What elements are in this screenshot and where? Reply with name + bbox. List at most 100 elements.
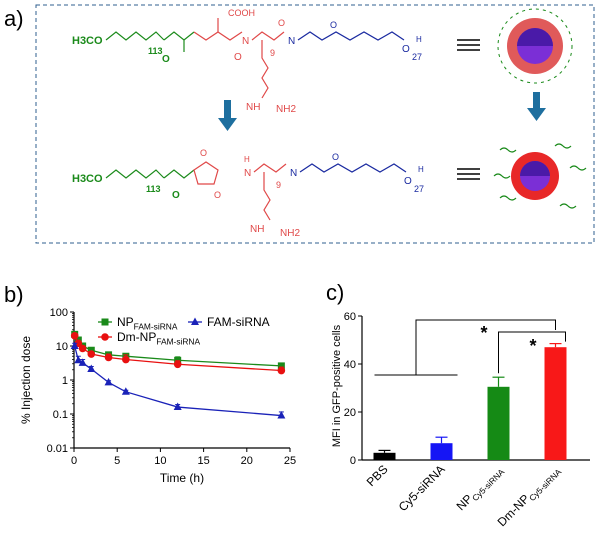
- x-tick-label: 5: [114, 455, 120, 467]
- y-tick-label: 60: [344, 311, 356, 323]
- svg-text:O: O: [214, 190, 221, 200]
- equivalence-sign-top: [457, 39, 480, 51]
- top-peg-chain: [105, 31, 165, 41]
- data-point: [70, 341, 79, 349]
- svg-text:O: O: [278, 18, 285, 28]
- series-fam-sirna: [70, 341, 286, 419]
- svg-text:N: N: [244, 168, 251, 179]
- svg-text:H: H: [244, 155, 250, 164]
- nanoparticle-top-illustration: [497, 8, 573, 84]
- top-ester-link: [163, 31, 195, 41]
- svg-text:N: N: [290, 168, 297, 179]
- bar-pbs: PBS: [364, 449, 396, 489]
- legend-entry: NPFAM-siRNA: [98, 315, 178, 331]
- x-tick-label: 10: [154, 455, 166, 467]
- svg-text:H: H: [418, 165, 424, 174]
- nanoparticle-bottom-illustration: [493, 143, 587, 209]
- category-label: Cy5-siRNA: [396, 462, 448, 514]
- data-point: [101, 318, 109, 326]
- y-tick-label: 40: [344, 359, 356, 371]
- data-point: [78, 358, 87, 366]
- y-tick-label: 0.01: [47, 443, 68, 455]
- top-pcl-repeat: 27: [412, 52, 422, 62]
- data-point: [191, 317, 199, 325]
- svg-text:O: O: [162, 54, 170, 65]
- top-peg-start: H3CO: [72, 35, 103, 47]
- category-label: NPCy5-siRNA: [454, 462, 507, 515]
- data-point: [277, 411, 286, 419]
- bracket-line: [498, 331, 566, 374]
- circulation-chart: 0.01 0.1 1 10 100 0 5 10 15 20 25 Time (h) % Injecti…: [19, 307, 296, 485]
- x-tick-label: 25: [284, 455, 296, 467]
- y-tick-label: 20: [344, 407, 356, 419]
- y-tick-label: 0.1: [53, 409, 68, 421]
- bottom-arg-repeat: 9: [276, 180, 281, 190]
- svg-text:O: O: [330, 20, 337, 30]
- data-point: [104, 377, 113, 386]
- svg-text:N: N: [288, 36, 295, 47]
- data-point: [87, 364, 96, 373]
- panel-a-label: a): [4, 6, 24, 31]
- significance-bracket-outer: *: [374, 319, 556, 376]
- top-acid-label: COOH: [228, 8, 255, 18]
- svg-text:O: O: [404, 176, 412, 187]
- category-label: PBS: [364, 462, 391, 489]
- data-point: [101, 333, 109, 341]
- bottom-chemical-structure: H3CO 113 O O O H N 9 NH NH2 N O O H 27: [72, 148, 424, 239]
- bottom-peg-start: H3CO: [72, 173, 103, 185]
- top-guanidine-nh2: NH2: [276, 104, 296, 115]
- bar: [430, 443, 453, 460]
- svg-text:N: N: [242, 36, 249, 47]
- data-point: [104, 353, 113, 362]
- bottom-peg-repeat: 113: [146, 184, 161, 194]
- data-point: [74, 355, 83, 364]
- bar-cy5-sirna: Cy5-siRNA: [396, 436, 453, 514]
- svg-text:O: O: [172, 190, 180, 201]
- legend-label: NPFAM-siRNA: [117, 315, 178, 331]
- bar: [487, 386, 510, 460]
- equivalence-sign-bottom: [457, 168, 480, 180]
- top-arg-repeat: 9: [270, 48, 275, 58]
- svg-text:H: H: [416, 35, 422, 44]
- reaction-arrow-left: [218, 100, 237, 131]
- data-point: [173, 402, 182, 411]
- significance-star: *: [529, 336, 536, 356]
- significance-bracket-inner: *: [498, 331, 566, 374]
- bottom-guanidine-nh2: NH2: [280, 228, 300, 239]
- x-tick-label: 0: [71, 455, 77, 467]
- data-point: [78, 344, 87, 353]
- reaction-arrow-right: [527, 92, 546, 121]
- x-axis-title: Time (h): [160, 471, 204, 485]
- category-label: Dm-NPCy5-siRNA: [495, 462, 564, 531]
- data-point: [277, 362, 285, 370]
- legend-label: FAM-siRNA: [207, 315, 270, 329]
- bar: [373, 452, 396, 460]
- top-maleic-linker: [193, 31, 243, 41]
- y-axis-title: MFI in GFP-positive cells: [331, 324, 343, 447]
- legend-label: Dm-NPFAM-siRNA: [117, 330, 200, 346]
- data-point: [277, 366, 286, 375]
- top-peg-repeat: 113: [148, 46, 163, 56]
- y-tick-label: 10: [56, 341, 68, 353]
- bar-npcy5-sirna: NPCy5-siRNA: [454, 376, 510, 515]
- top-arg-sidechain: [261, 40, 269, 99]
- x-tick-label: 15: [197, 455, 209, 467]
- significance-star: *: [480, 323, 487, 343]
- top-chemical-structure: H3CO 113 O COOH O N 9 O NH NH2 N O O H 2…: [72, 8, 422, 115]
- x-tick-label: 20: [241, 455, 253, 467]
- y-tick-label: 100: [50, 307, 68, 319]
- top-guanidine-nh: NH: [246, 102, 260, 113]
- y-tick-label: 1: [62, 375, 68, 387]
- panel-b-label: b): [4, 282, 24, 307]
- legend-entry: Dm-NPFAM-siRNA: [98, 330, 200, 346]
- svg-text:O: O: [200, 148, 207, 158]
- svg-text:O: O: [402, 44, 410, 55]
- data-point: [70, 331, 79, 340]
- data-point: [122, 355, 130, 364]
- top-arginine-backbone: [251, 31, 285, 41]
- bottom-guanidine-nh: NH: [250, 224, 264, 235]
- top-pcl-chain: [297, 31, 405, 41]
- legend-entry: FAM-siRNA: [188, 315, 270, 329]
